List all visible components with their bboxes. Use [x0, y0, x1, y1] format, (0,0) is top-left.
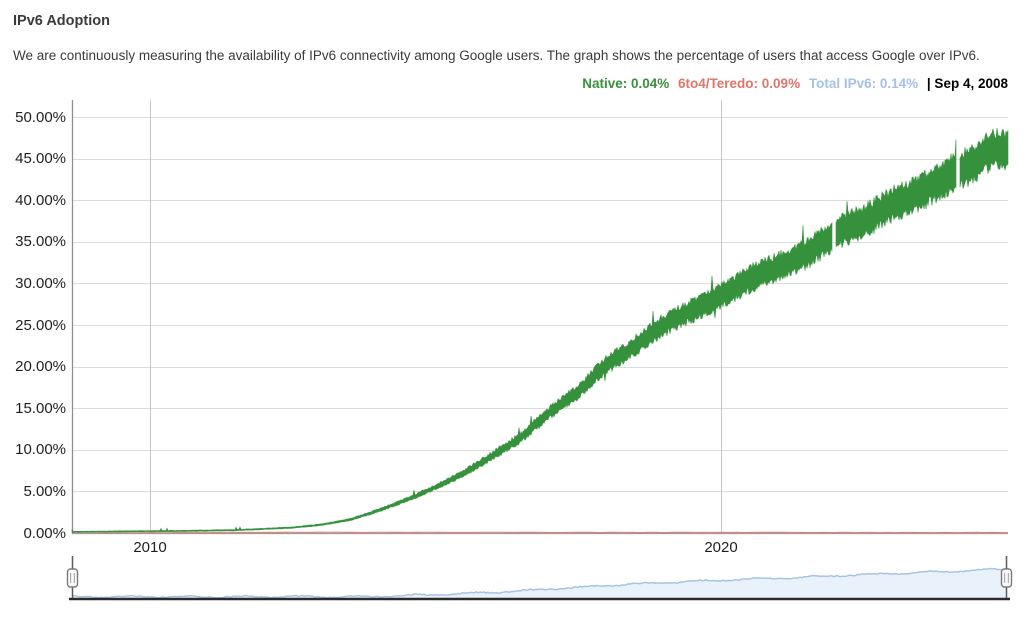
y-axis-label: 15.00% [15, 399, 66, 417]
slider-overview-line [71, 567, 1007, 599]
range-slider-right-handle[interactable] [1000, 556, 1013, 598]
y-axis-label: 25.00% [15, 316, 66, 334]
series-native-band [71, 222, 833, 533]
y-axis-label: 0.00% [23, 524, 66, 542]
y-axis-label: 45.00% [15, 150, 66, 168]
series-native-band [959, 127, 1009, 189]
y-axis-label: 40.00% [15, 191, 66, 209]
x-axis-label: 2010 [133, 539, 167, 556]
legend-total-ipv6: Total IPv6: 0.14% [808, 76, 919, 91]
y-axis-label: 35.00% [15, 233, 66, 251]
page-description: We are continuously measuring the availa… [13, 48, 980, 63]
y-axis-label: 5.00% [23, 482, 66, 500]
range-slider-left-handle[interactable] [66, 556, 79, 598]
y-axis-label: 30.00% [15, 274, 66, 292]
x-axis-label: 2020 [704, 539, 738, 556]
series-6to4-teredo-line [71, 531, 1009, 534]
chart-legend: Native: 0.04% 6to4/Teredo: 0.09% Total I… [577, 76, 1008, 91]
legend-date: | Sep 4, 2008 [926, 76, 1008, 91]
series-native-band [835, 139, 957, 248]
y-axis-label: 20.00% [15, 358, 66, 376]
slider-overview-area [72, 568, 1007, 598]
y-axis-label: 50.00% [15, 108, 66, 126]
page-title: IPv6 Adoption [13, 13, 110, 29]
legend-native: Native: 0.04% [582, 76, 670, 91]
y-axis-label: 10.00% [15, 441, 66, 459]
legend-6to4-teredo: 6to4/Teredo: 0.09% [678, 76, 801, 91]
